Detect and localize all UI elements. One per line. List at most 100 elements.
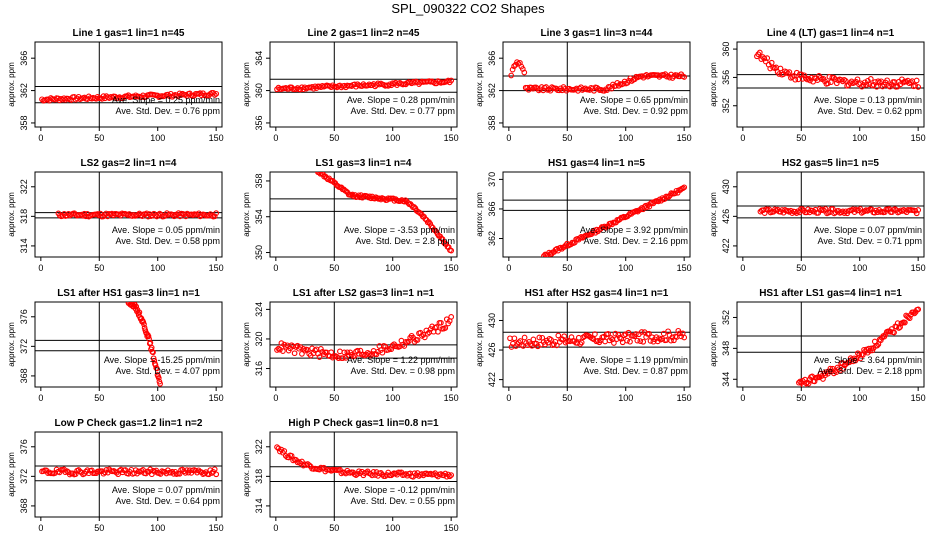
x-tick-label: 100	[852, 263, 867, 273]
chart-panel-5: LS2 gas=2 lin=1 n=4 approx. ppm 0 50 100 150 3…	[7, 158, 224, 273]
data-point	[807, 77, 813, 84]
data-point	[306, 462, 313, 469]
chart-panel-3: Line 3 gas=1 lin=3 n=44 approx. ppm 0 50 100…	[475, 28, 692, 143]
data-point	[438, 319, 444, 326]
std-annotation: Ave. Std. Dev. = 0.58 ppm	[116, 236, 220, 246]
y-tick-label: 360	[721, 42, 731, 57]
data-point	[797, 378, 803, 385]
chart-title: LS1 after LS2 gas=3 lin=1 n=1	[293, 288, 435, 299]
y-tick-label: 352	[721, 310, 731, 325]
y-tick-label: 362	[487, 231, 497, 246]
chart-title: Line 1 gas=1 lin=1 n=45	[72, 28, 184, 39]
data-point	[366, 351, 373, 357]
std-annotation: Ave. Std. Dev. = 0.62 ppm	[818, 106, 922, 116]
data-point	[842, 78, 849, 84]
data-point	[511, 63, 517, 70]
y-axis-label: approx. ppm	[7, 62, 16, 107]
std-annotation: Ave. Std. Dev. = 0.98 ppm	[351, 366, 455, 376]
plot-frame	[269, 171, 458, 258]
data-point	[354, 347, 361, 354]
data-point	[915, 306, 922, 313]
data-point	[213, 210, 220, 216]
y-tick-label: 422	[487, 372, 497, 387]
y-tick-label: 368	[19, 498, 29, 513]
y-tick-label: 356	[721, 70, 731, 85]
slope-annotation: Ave. Slope = -0.12 ppm/min	[344, 485, 455, 495]
data-point	[278, 446, 285, 453]
y-tick-label: 360	[254, 83, 264, 98]
data-point	[56, 97, 63, 104]
data-point	[316, 354, 323, 360]
data-point	[777, 65, 784, 72]
y-tick-label: 422	[721, 238, 731, 253]
std-annotation: Ave. Std. Dev. = 0.55 ppm	[351, 496, 455, 506]
data-point	[830, 74, 837, 81]
y-tick-label: 358	[487, 115, 497, 130]
slope-annotation: Ave. Slope = 0.28 ppm/min	[347, 95, 455, 105]
x-tick-label: 50	[94, 393, 104, 403]
chart-panel-2: Line 2 gas=1 lin=2 n=45 approx. ppm 0 50 100…	[242, 28, 459, 143]
data-point	[676, 330, 683, 337]
x-tick-label: 150	[444, 263, 459, 273]
data-point	[612, 330, 619, 337]
data-point	[150, 355, 157, 362]
data-point	[627, 338, 633, 345]
x-tick-label: 150	[444, 523, 459, 533]
data-point	[328, 349, 335, 356]
y-tick-label: 316	[254, 361, 264, 376]
std-annotation: Ave. Std. Dev. = 2.16 ppm	[584, 236, 688, 246]
data-point	[553, 342, 560, 349]
data-point	[211, 213, 218, 220]
chart-title: LS1 after HS1 gas=3 lin=1 n=1	[57, 288, 200, 299]
x-tick-label: 50	[329, 523, 339, 533]
x-tick-label: 0	[273, 393, 278, 403]
data-point	[274, 347, 280, 353]
data-series	[274, 444, 455, 480]
y-axis-label: approx. ppm	[709, 62, 718, 107]
data-point	[891, 329, 897, 336]
chart-title: Low P Check gas=1.2 lin=1 n=2	[55, 418, 203, 429]
x-tick-label: 100	[618, 263, 633, 273]
x-tick-label: 0	[506, 393, 511, 403]
x-tick-label: 0	[38, 133, 43, 143]
data-point	[887, 328, 894, 335]
chart-panel-4: Line 4 (LT) gas=1 lin=4 n=1 approx. ppm 0 5…	[709, 28, 926, 143]
y-tick-label: 318	[19, 209, 29, 224]
data-point	[448, 472, 455, 478]
data-point	[589, 229, 596, 235]
data-point	[785, 70, 791, 77]
chart-panel-13: Low P Check gas=1.2 lin=1 n=2 approx. ppm…	[7, 418, 224, 533]
data-point	[77, 468, 83, 475]
data-point	[820, 376, 826, 382]
y-tick-label: 350	[254, 245, 264, 260]
x-tick-label: 100	[150, 523, 165, 533]
plot-frame	[269, 431, 458, 518]
data-point	[448, 247, 455, 254]
x-tick-label: 50	[329, 263, 339, 273]
data-series	[315, 172, 455, 254]
data-series	[55, 210, 220, 220]
data-point	[867, 76, 874, 82]
data-point	[511, 335, 518, 342]
data-point	[856, 352, 863, 358]
y-tick-label: 352	[721, 98, 731, 113]
slope-annotation: Ave. Slope = -15.25 ppm/min	[104, 355, 220, 365]
slope-annotation: Ave. Slope = 3.64 ppm/min	[814, 355, 922, 365]
data-series	[274, 314, 455, 362]
data-point	[577, 341, 584, 347]
y-tick-label: 322	[254, 439, 264, 454]
data-point	[625, 329, 632, 336]
x-tick-label: 100	[150, 133, 165, 143]
data-point	[803, 209, 810, 216]
x-tick-label: 150	[677, 263, 692, 273]
data-point	[141, 321, 147, 328]
x-tick-label: 50	[796, 263, 806, 273]
slope-annotation: Ave. Slope = 0.13 ppm/min	[814, 95, 922, 105]
chart-title: HS1 after HS2 gas=4 lin=1 n=1	[525, 288, 669, 299]
data-point	[88, 467, 95, 474]
x-tick-label: 0	[506, 263, 511, 273]
y-axis-label: approx. ppm	[242, 452, 251, 497]
data-point	[668, 337, 674, 344]
data-point	[145, 333, 152, 340]
data-series	[39, 466, 220, 478]
